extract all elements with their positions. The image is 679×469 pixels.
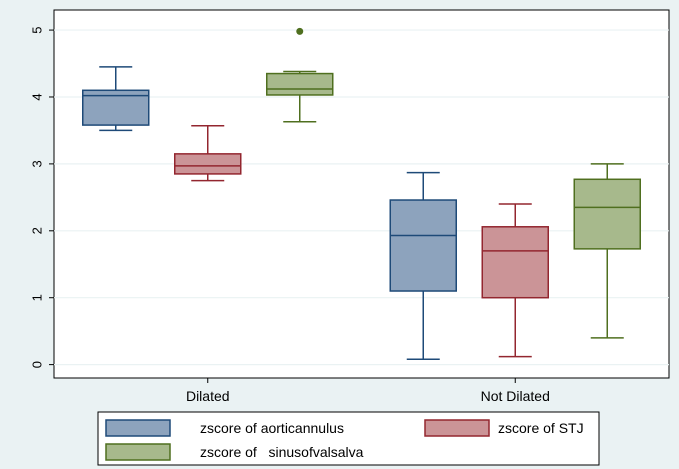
legend-swatch-stj (424, 419, 490, 437)
y-tick-label-2: 2 (30, 227, 45, 234)
legend-swatch-aorticannulus (105, 419, 171, 437)
y-tick-label-5: 5 (30, 26, 45, 33)
legend-swatch-sinusofvalsalva (105, 443, 171, 461)
y-axis: 0 1 2 3 4 5 (30, 26, 54, 368)
box-2-group-1-iqr-box (174, 153, 242, 175)
box-1-group-2-iqr-box (389, 199, 457, 292)
x-axis: Dilated Not Dilated (186, 378, 550, 404)
x-category-label-0: Dilated (186, 388, 230, 404)
legend-label-aorticannulus: zscore of aorticannulus (200, 420, 344, 436)
legend-label-sinusofvalsalva: zscore of sinusofvalsalva (200, 444, 364, 460)
y-tick-label-0: 0 (30, 361, 45, 368)
legend-frame (97, 411, 600, 466)
y-tick-label-3: 3 (30, 160, 45, 167)
y-tick-label-1: 1 (30, 294, 45, 301)
box-3-group-2-iqr-box (573, 178, 641, 250)
plot-area (53, 9, 670, 379)
legend: zscore of aorticannulus zscore of STJ zs… (97, 411, 600, 466)
box-3-group-1-iqr-box (266, 72, 334, 96)
legend-label-stj: zscore of STJ (498, 420, 584, 436)
box-3-group-1-outlier-1 (296, 27, 304, 35)
box-series (82, 27, 641, 361)
grid-lines (54, 29, 669, 366)
y-tick-label-4: 4 (30, 93, 45, 100)
box-2-group-2-iqr-box (481, 226, 549, 299)
x-category-label-1: Not Dilated (481, 388, 550, 404)
